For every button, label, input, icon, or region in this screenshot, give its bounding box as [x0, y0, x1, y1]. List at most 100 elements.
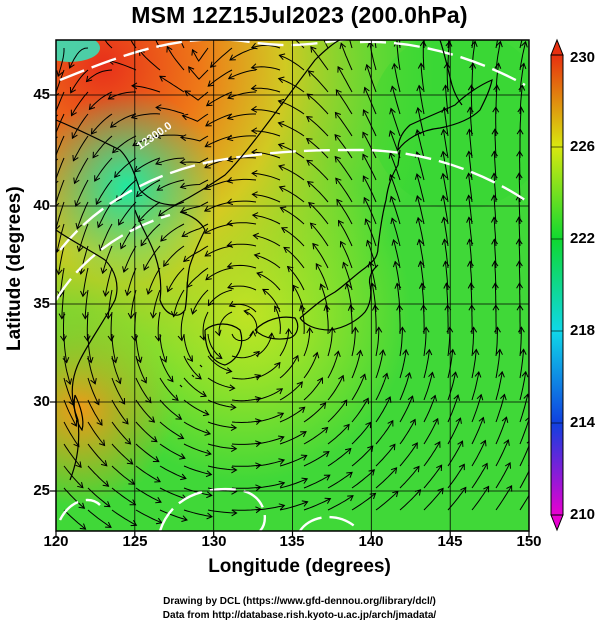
- streamline-arrowhead: [250, 42, 258, 50]
- streamline-arrowhead: [411, 442, 418, 449]
- streamline: [188, 66, 209, 80]
- streamline-arrowhead: [173, 21, 179, 26]
- streamline-arrowhead: [379, 349, 386, 356]
- streamline-arrowhead: [339, 240, 346, 248]
- streamline: [303, 328, 311, 357]
- streamline: [135, 377, 152, 403]
- streamline-arrowhead: [140, 239, 147, 247]
- streamline: [278, 122, 305, 137]
- streamline-arrowhead: [417, 260, 425, 267]
- streamline: [443, 107, 449, 137]
- streamline: [255, 362, 281, 379]
- streamline-arrowhead: [283, 246, 290, 254]
- streamline: [399, 372, 411, 401]
- streamline-arrowhead: [367, 260, 375, 268]
- streamline: [306, 159, 329, 181]
- streamline: [104, 40, 113, 49]
- streamline-arrowhead: [226, 113, 234, 121]
- streamline-arrowhead: [530, 485, 535, 491]
- streamline-arrowhead: [415, 195, 422, 202]
- streamline-arrowhead: [277, 121, 285, 128]
- streamline-arrowhead: [363, 196, 370, 204]
- streamline: [180, 201, 209, 213]
- streamline-arrowhead: [483, 485, 490, 493]
- streamline-arrowhead: [100, 267, 108, 275]
- streamline: [519, 327, 522, 357]
- streamline-arrowhead: [407, 395, 415, 402]
- streamline-arrowhead: [151, 436, 158, 443]
- y-tick-40: 40: [33, 197, 50, 214]
- streamline-arrowhead: [440, 194, 448, 202]
- streamline-arrowhead: [306, 93, 314, 100]
- streamline-arrowhead: [334, 133, 341, 141]
- streamline: [287, 266, 305, 291]
- streamline-arrowhead: [523, 20, 529, 26]
- streamline: [471, 486, 490, 511]
- streamline: [308, 70, 329, 93]
- streamline-arrowhead: [391, 238, 399, 246]
- streamline: [111, 465, 135, 485]
- streamline-arrowhead: [521, 370, 529, 378]
- streamline-arrowhead: [230, 424, 238, 432]
- streamline: [87, 333, 92, 363]
- streamline-arrowhead: [107, 335, 115, 342]
- streamline: [327, 375, 344, 401]
- streamline: [147, 267, 161, 295]
- streamline: [156, 106, 185, 115]
- streamline: [306, 138, 329, 159]
- streamline: [202, 311, 209, 340]
- streamline-arrowhead: [215, 352, 223, 359]
- streamline-arrowhead: [306, 180, 314, 188]
- streamline-arrowhead: [344, 447, 352, 455]
- streamline: [70, 69, 89, 94]
- streamline: [111, 443, 134, 465]
- streamline-arrowhead: [170, 311, 178, 318]
- streamline-arrowhead: [335, 177, 342, 185]
- streamline-arrowhead: [307, 70, 315, 77]
- streamline: [364, 87, 377, 115]
- streamline-arrowhead: [500, 393, 507, 401]
- colorbar-tick-230: 230: [570, 49, 596, 66]
- streamline: [231, 442, 261, 445]
- streamline-arrowhead: [441, 216, 448, 224]
- streamline-arrowhead: [338, 374, 345, 382]
- streamline-arrowhead: [423, 19, 429, 24]
- streamline: [186, 267, 209, 288]
- streamline-arrowhead: [389, 107, 396, 115]
- streamline-arrowhead: [365, 239, 373, 247]
- x-tick-150: 150: [516, 533, 542, 550]
- streamline: [495, 417, 507, 445]
- streamline-arrowhead: [203, 205, 211, 212]
- streamline: [135, 355, 147, 384]
- streamline-arrowhead: [114, 171, 121, 178]
- streamline: [279, 478, 308, 489]
- streamline: [423, 327, 427, 357]
- streamline-arrowhead: [334, 155, 341, 163]
- streamline-arrowhead: [389, 195, 396, 203]
- streamline-arrowhead: [491, 128, 499, 135]
- streamline: [207, 443, 237, 450]
- streamline-arrowhead: [195, 373, 202, 380]
- streamline: [279, 381, 303, 401]
- streamline-arrowhead: [286, 265, 294, 273]
- streamline-arrowhead: [317, 377, 323, 384]
- streamline-arrowhead: [443, 282, 451, 289]
- streamline: [327, 399, 348, 423]
- streamline: [416, 129, 425, 159]
- streamline-arrowhead: [503, 439, 510, 446]
- streamline: [63, 355, 71, 385]
- streamline: [155, 40, 161, 49]
- streamline-arrowhead: [191, 48, 198, 56]
- streamline-arrowhead: [251, 170, 258, 177]
- streamline-arrowhead: [300, 454, 308, 461]
- streamline-arrowhead: [278, 435, 285, 442]
- streamline-arrowhead: [83, 335, 91, 342]
- streamline-arrowhead: [102, 480, 110, 487]
- streamline-arrowhead: [205, 100, 213, 107]
- streamline-arrowhead: [453, 394, 461, 401]
- streamline-arrowhead: [319, 402, 327, 409]
- streamline: [159, 355, 174, 382]
- streamline-arrowhead: [319, 283, 326, 291]
- streamline: [327, 424, 350, 445]
- streamline-arrowhead: [405, 371, 412, 379]
